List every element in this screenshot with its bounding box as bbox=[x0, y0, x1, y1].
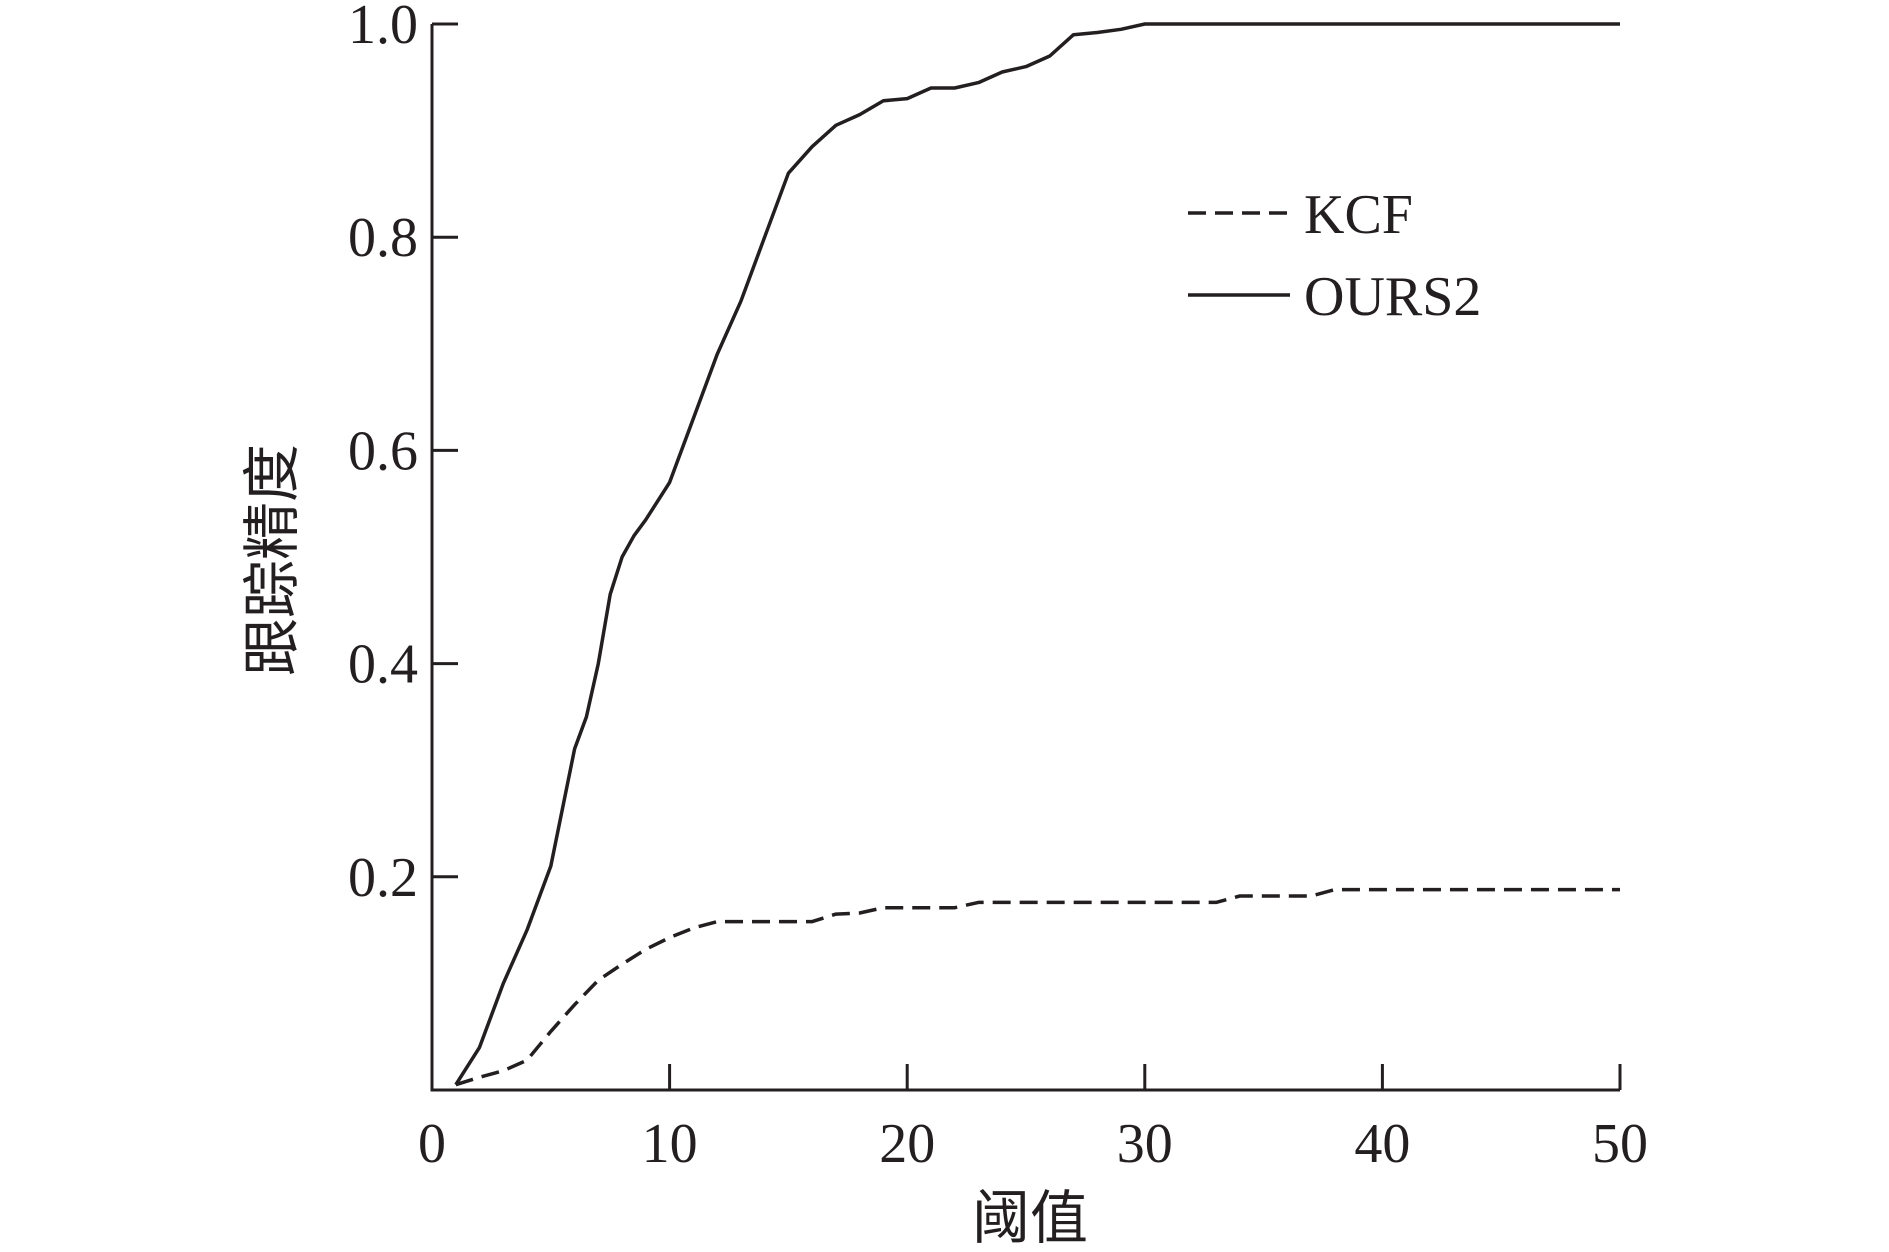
y-tick-label: 0.6 bbox=[348, 420, 418, 482]
x-tick-label: 30 bbox=[1117, 1113, 1173, 1175]
legend-label-kcf: KCF bbox=[1304, 184, 1413, 246]
series-line-kcf bbox=[455, 887, 1620, 1087]
x-tick-label: 40 bbox=[1354, 1113, 1410, 1175]
x-tick-label: 0 bbox=[418, 1113, 446, 1175]
y-tick-label: 0.4 bbox=[348, 634, 418, 696]
plot-area bbox=[430, 22, 1620, 1092]
y-tick-label: 0.2 bbox=[348, 847, 418, 909]
x-tick-label: 50 bbox=[1592, 1113, 1648, 1175]
y-tick-label: 0.8 bbox=[348, 207, 418, 269]
series-line-ours2 bbox=[454, 22, 1620, 1086]
y-axis-title: 跟踪精度 bbox=[238, 444, 306, 676]
legend-label-ours2: OURS2 bbox=[1304, 266, 1481, 328]
x-axis-ticks: 0 10 20 30 40 50 bbox=[418, 1064, 1648, 1175]
y-tick-label: 1.0 bbox=[348, 0, 418, 56]
axes-frame bbox=[430, 24, 1620, 1092]
y-axis-ticks: 0.2 0.4 0.6 0.8 1.0 bbox=[348, 0, 458, 909]
legend: KCF OURS2 bbox=[1188, 184, 1481, 328]
x-axis-title: 阈值 bbox=[972, 1184, 1088, 1252]
x-tick-label: 10 bbox=[642, 1113, 698, 1175]
x-tick-label: 20 bbox=[879, 1113, 935, 1175]
